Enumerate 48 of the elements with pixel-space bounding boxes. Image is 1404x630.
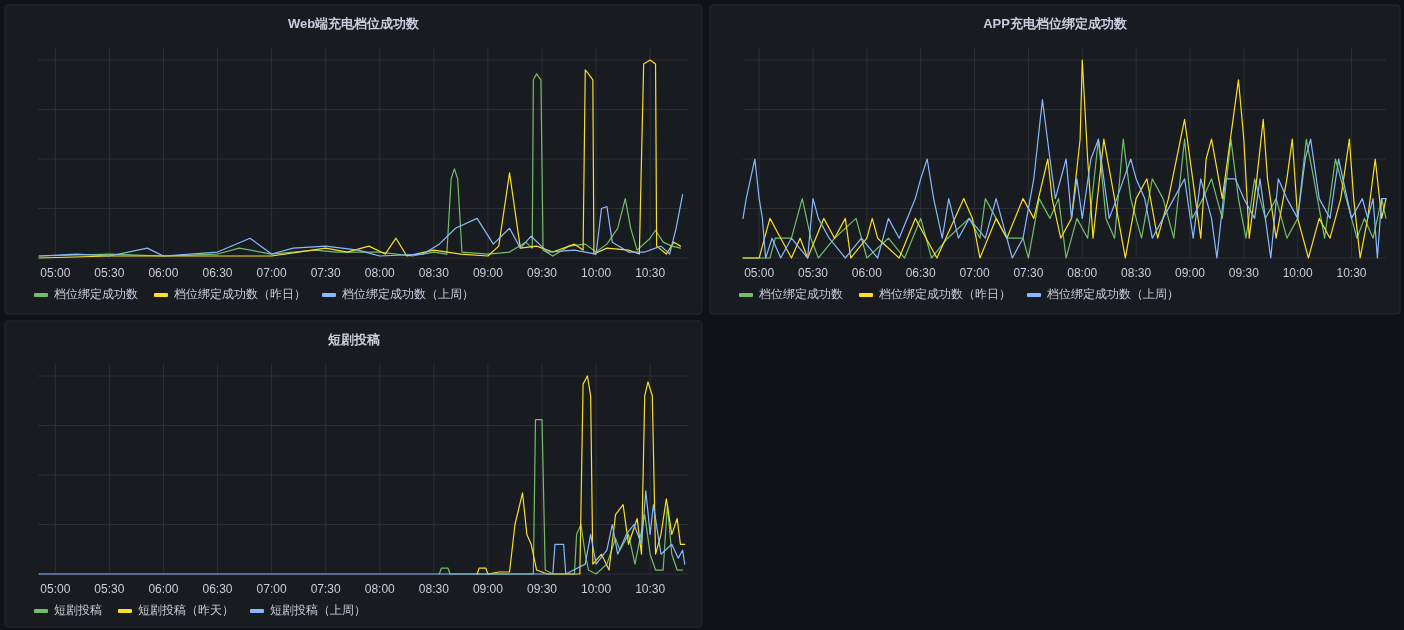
x-tick-label: 09:00 [472,582,504,596]
x-tick-label: 07:30 [310,582,342,596]
x-tick-label: 10:30 [635,266,666,280]
x-tick-label: 08:30 [1121,266,1152,280]
x-tick-label: 07:00 [256,582,287,596]
x-tick-label: 09:00 [1174,266,1206,280]
x-tick-label: 08:30 [418,266,450,280]
x-tick-label: 08:00 [364,266,396,280]
x-tick-label: 06:30 [905,266,937,280]
x-tick-label: 06:00 [148,582,179,596]
x-tick-label: 06:00 [851,266,883,280]
legend-label: 短剧投稿 [54,603,102,617]
x-tick-label: 06:00 [148,266,179,280]
x-tick-label: 10:00 [581,266,612,280]
x-tick-label: 05:00 [744,266,775,280]
legend-label: 档位绑定成功数 [53,287,138,301]
x-tick-label: 09:30 [526,266,558,280]
x-tick-label: 10:00 [581,582,612,596]
legend-label: 档位绑定成功数（昨日） [173,287,306,301]
x-tick-label: 08:00 [1067,266,1098,280]
x-tick-label: 06:30 [202,582,233,596]
x-tick-label: 07:30 [310,266,342,280]
x-tick-label: 07:30 [1013,266,1044,280]
x-tick-label: 08:30 [418,582,450,596]
x-tick-label: 05:30 [94,266,125,280]
x-tick-label: 07:00 [256,266,287,280]
legend-label: 档位绑定成功数（昨日） [878,287,1011,301]
x-tick-label: 05:30 [94,582,125,596]
x-tick-label: 10:00 [1282,266,1314,280]
x-tick-label: 06:30 [202,266,233,280]
legend-label: 档位绑定成功数 [758,287,843,301]
x-tick-label: 09:30 [1228,266,1260,280]
chart-title: 短剧投稿 [326,332,380,347]
x-tick-label: 05:30 [797,266,829,280]
x-tick-label: 09:00 [472,266,504,280]
chart-title: APP充电档位绑定成功数 [983,16,1128,31]
x-tick-label: 10:30 [1336,266,1367,280]
legend-label: 短剧投稿（上周） [270,603,366,617]
x-tick-label: 10:30 [635,582,666,596]
x-tick-label: 09:30 [526,582,558,596]
legend-label: 档位绑定成功数（上周） [1046,287,1179,301]
x-tick-label: 05:00 [40,582,71,596]
legend-label: 短剧投稿（昨天） [138,603,234,617]
x-tick-label: 05:00 [40,266,71,280]
x-tick-label: 07:00 [959,266,990,280]
x-tick-label: 08:00 [364,582,396,596]
legend-label: 档位绑定成功数（上周） [341,287,474,301]
chart-title: Web端充电档位成功数 [287,16,421,31]
